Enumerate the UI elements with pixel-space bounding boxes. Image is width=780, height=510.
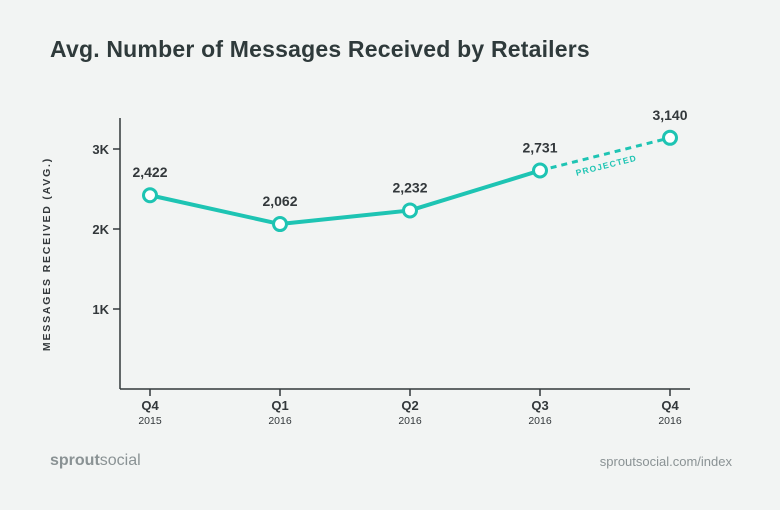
data-label: 2,422 <box>132 164 167 180</box>
y-axis-label: MESSAGES RECEIVED (AVG.) <box>41 157 53 351</box>
x-tick-label-year: 2015 <box>138 415 162 427</box>
data-label: 3,140 <box>652 107 687 123</box>
data-label: 2,731 <box>522 140 557 156</box>
x-tick-label-quarter: Q1 <box>271 398 288 413</box>
data-point <box>142 187 158 204</box>
y-tick-label: 3K <box>92 142 109 157</box>
x-tick-label-quarter: Q3 <box>531 398 548 413</box>
chart-title: Avg. Number of Messages Received by Reta… <box>50 36 590 62</box>
y-tick-label: 2K <box>92 222 109 237</box>
data-point <box>532 162 548 179</box>
x-tick-label-year: 2016 <box>528 415 552 427</box>
x-tick-label-year: 2016 <box>398 415 422 427</box>
source-text: sproutsocial.com/index <box>599 454 732 469</box>
y-tick-label: 1K <box>92 302 109 317</box>
data-label: 2,062 <box>262 193 297 209</box>
x-tick-label-year: 2016 <box>658 415 682 427</box>
x-tick-label-year: 2016 <box>268 415 292 427</box>
x-tick-label-quarter: Q4 <box>661 398 679 413</box>
projected-annotation: PROJECTED <box>575 153 638 178</box>
data-point <box>662 129 678 146</box>
data-point <box>402 202 418 219</box>
brand-logo: sproutsocial <box>50 452 141 470</box>
brand-logo-part2: social <box>99 452 141 469</box>
data-label: 2,232 <box>392 179 427 195</box>
x-tick-label-quarter: Q2 <box>401 398 418 413</box>
series-line-actual <box>148 168 542 227</box>
x-tick-label-quarter: Q4 <box>141 398 159 413</box>
brand-logo-part1: sprout <box>50 452 100 469</box>
data-point <box>272 216 288 233</box>
series-line-projected <box>539 136 671 172</box>
